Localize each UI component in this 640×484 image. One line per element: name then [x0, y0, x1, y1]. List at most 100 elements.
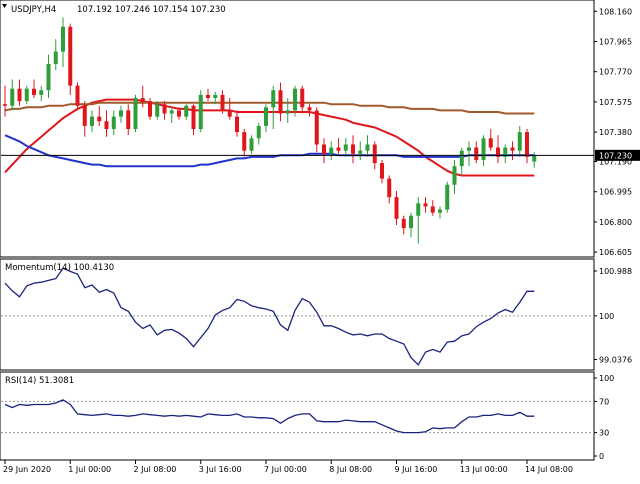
candle — [365, 135, 370, 157]
time-axis-tick-label: 13 Jul 00:00 — [460, 465, 508, 474]
candle — [409, 212, 413, 238]
candle — [496, 135, 500, 164]
price-axis-tick-label: 108.160 — [599, 7, 632, 16]
current-price-text: 107.230 — [599, 151, 632, 160]
price-axis-tick-label: 107.965 — [599, 37, 632, 46]
candle — [343, 138, 348, 157]
candle — [162, 101, 167, 120]
time-axis-tick-label: 8 Jul 08:00 — [329, 465, 372, 474]
time-axis-tick-label: 1 Jul 00:00 — [68, 465, 111, 474]
candle-body — [293, 88, 297, 111]
candle-body — [474, 147, 479, 160]
candle-body — [119, 110, 123, 117]
candle-body — [394, 197, 399, 219]
price-pane-frame — [0, 0, 595, 258]
candle-body — [532, 155, 537, 162]
candle-body — [423, 203, 428, 207]
price-pane[interactable]: USDJPY,H4 107.192 107.246 107.154 107.23… — [0, 0, 595, 258]
candle — [307, 104, 312, 117]
candle — [61, 17, 65, 68]
momentum-pane[interactable]: Momentum(14) 100.4130 — [0, 258, 595, 371]
candle-body — [90, 116, 94, 126]
candle — [387, 175, 392, 204]
time-axis-tick-label: 14 Jul 08:00 — [525, 465, 573, 474]
candle — [235, 110, 239, 137]
candle — [10, 79, 15, 111]
candle — [314, 107, 319, 153]
candle-body — [329, 147, 334, 154]
candle — [39, 85, 44, 102]
candle-body — [525, 132, 529, 157]
candle-body — [365, 144, 370, 151]
candle — [177, 107, 181, 120]
candle-body — [61, 26, 65, 52]
candle — [278, 82, 283, 122]
candle-body — [227, 110, 232, 117]
candle-body — [10, 88, 15, 106]
candle-body — [184, 105, 189, 117]
current-price-label: 107.230 — [595, 149, 640, 161]
candle — [532, 152, 537, 168]
candle — [467, 141, 471, 167]
candle-body — [343, 144, 348, 151]
candle — [17, 79, 22, 106]
candle-body — [39, 90, 44, 95]
candle — [249, 135, 254, 154]
candle — [82, 101, 87, 137]
candle — [503, 144, 508, 164]
candle-body — [242, 132, 247, 151]
candle-body — [300, 88, 305, 108]
momentum-axis-tick-label: 100.988 — [599, 267, 632, 276]
time-axis-tick-label: 3 Jul 16:00 — [199, 465, 242, 474]
time-axis-tick-label: 29 Jun 2020 — [3, 465, 51, 474]
candle — [90, 110, 94, 133]
ohlc-readout: 107.192 107.246 107.154 107.230 — [77, 5, 226, 15]
candle — [488, 129, 493, 151]
momentum-axis: 100.988 100 99.0376 — [594, 267, 632, 364]
candle-body — [198, 94, 203, 129]
candle-body — [445, 184, 450, 210]
candle-body — [459, 150, 464, 167]
candle — [329, 141, 334, 160]
candle — [198, 90, 203, 133]
candle — [46, 54, 51, 99]
candle — [445, 181, 450, 213]
price-axis-tick-label: 107.190 — [599, 158, 632, 167]
candle-body — [416, 203, 421, 216]
rsi-axis-tick-label: 70 — [599, 397, 609, 406]
candle-body — [452, 166, 457, 185]
candle — [401, 215, 406, 235]
price-axis-tick-label: 107.380 — [599, 128, 632, 137]
candle — [452, 159, 457, 195]
candle — [206, 88, 210, 102]
candle-body — [206, 94, 210, 99]
momentum-axis-tick-label: 99.0376 — [599, 355, 632, 364]
momentum-pane-frame — [0, 258, 595, 371]
time-axis-tick-label: 7 Jul 00:00 — [264, 465, 307, 474]
candle — [24, 85, 29, 105]
candle — [32, 79, 36, 99]
chart-menu-triangle-icon[interactable] — [2, 4, 7, 8]
candle — [525, 129, 529, 164]
candle-body — [111, 116, 116, 129]
rsi-line — [4, 399, 535, 434]
rsi-pane[interactable]: RSI(14) 51.3081 — [0, 371, 595, 461]
candle-body — [75, 85, 80, 106]
candle-body — [220, 94, 225, 111]
candle — [423, 197, 428, 213]
momentum-label: Momentum(14) 100.4130 — [5, 263, 114, 273]
candle-body — [82, 105, 87, 126]
candle-body — [271, 90, 276, 108]
candle — [3, 85, 7, 117]
candle-body — [430, 206, 435, 213]
rsi-axis-tick-label: 0 — [599, 452, 604, 461]
candle-body — [249, 138, 254, 151]
price-axis-tick-label: 107.770 — [599, 68, 632, 77]
time-axis-tick-label: 2 Jul 08:00 — [134, 465, 177, 474]
candle-body — [24, 88, 29, 102]
price-axis-tick-label: 106.800 — [599, 218, 632, 227]
candle — [517, 125, 522, 157]
candle — [256, 122, 261, 145]
